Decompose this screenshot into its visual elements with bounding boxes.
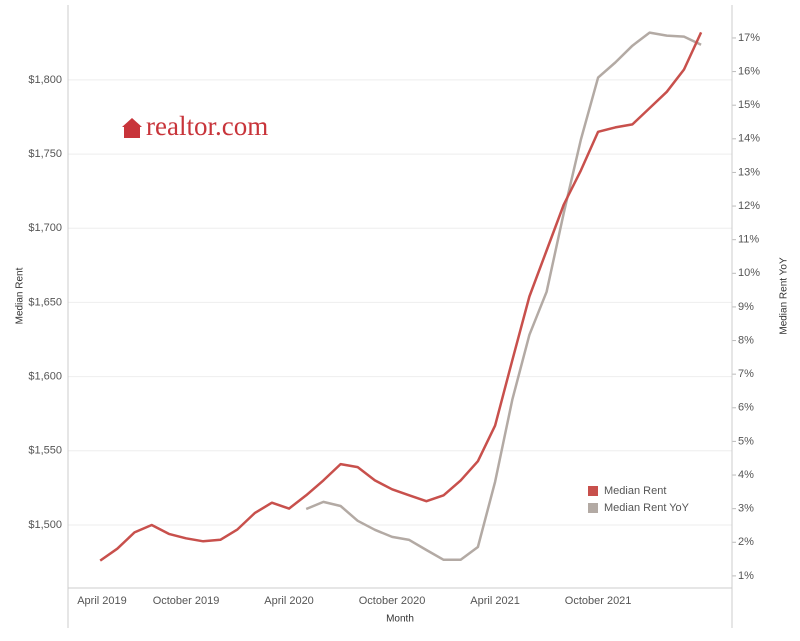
- house-icon: [122, 118, 142, 138]
- y-axis-title: Median Rent: [15, 267, 26, 324]
- y2-tick-label: 12%: [738, 200, 760, 212]
- y2-tick-label: 6%: [738, 402, 754, 414]
- y2-tick-label: 17%: [738, 32, 760, 44]
- y2-tick-label: 5%: [738, 435, 754, 447]
- y2-tick-label: 7%: [738, 368, 754, 380]
- x-tick-label: April 2020: [264, 595, 314, 607]
- y2-tick-label: 9%: [738, 301, 754, 313]
- legend-swatch: [588, 503, 598, 513]
- x-tick-label: April 2021: [470, 595, 520, 607]
- y2-axis-title: Median Rent YoY: [779, 257, 790, 335]
- y-tick-label: $1,700: [28, 222, 62, 234]
- logo: realtor.com: [146, 111, 268, 141]
- x-tick-label: April 2019: [77, 595, 127, 607]
- y2-tick-label: 14%: [738, 133, 760, 145]
- y2-tick-label: 11%: [738, 234, 759, 246]
- y-tick-label: $1,600: [28, 371, 62, 383]
- line: [305, 31, 702, 562]
- legend-label: Median Rent: [604, 485, 666, 497]
- x-tick-label: October 2020: [359, 595, 426, 607]
- line: [99, 31, 703, 562]
- y2-tick-label: 2%: [738, 536, 754, 548]
- y-tick-label: $1,650: [28, 296, 62, 308]
- y2-tick-label: 15%: [738, 99, 760, 111]
- y2-tick-label: 3%: [738, 503, 754, 515]
- legend-swatch: [588, 486, 598, 496]
- y2-tick-label: 1%: [738, 570, 754, 582]
- y2-tick-label: 13%: [738, 166, 760, 178]
- y-tick-label: $1,550: [28, 445, 62, 457]
- y2-tick-label: 4%: [738, 469, 754, 481]
- x-tick-label: October 2019: [153, 595, 220, 607]
- x-tick-label: October 2021: [565, 595, 632, 607]
- logo-icon: [122, 118, 142, 138]
- y2-tick-label: 10%: [738, 267, 760, 279]
- y2-tick-label: 8%: [738, 334, 754, 346]
- y-tick-label: $1,800: [28, 74, 62, 86]
- y-tick-label: $1,500: [28, 519, 62, 531]
- y2-tick-label: 16%: [738, 65, 760, 77]
- y-tick-label: $1,750: [28, 148, 62, 160]
- x-axis-title: Month: [386, 614, 414, 625]
- legend-label: Median Rent YoY: [604, 502, 690, 514]
